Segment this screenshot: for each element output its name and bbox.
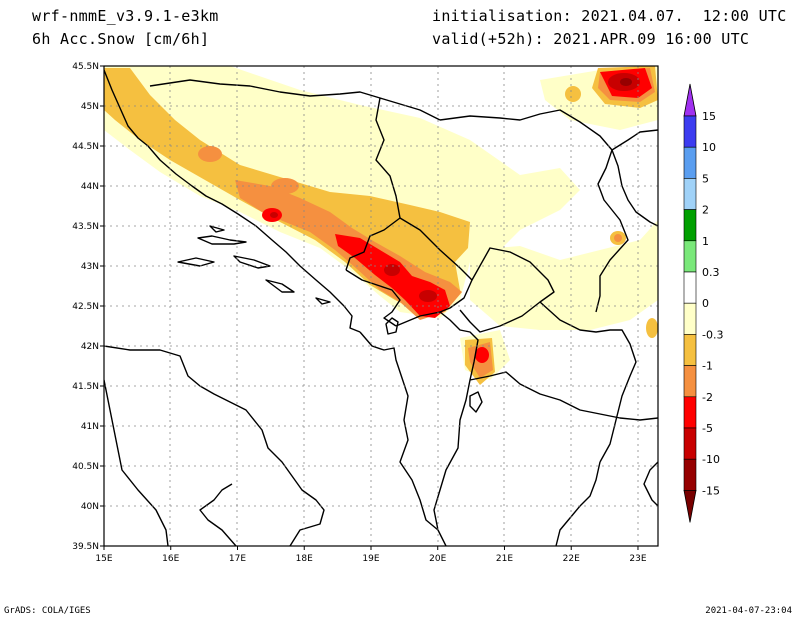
border-romania-north <box>611 129 658 151</box>
colorbar-label: 2 <box>702 204 709 217</box>
snow-spot-darkred-3 <box>419 290 437 302</box>
lon-tick-label: 16E <box>162 554 179 564</box>
snow-area-light-2 <box>470 220 658 330</box>
colorbar-segment <box>683 427 697 460</box>
lat-tick-label: 39.5N <box>72 542 99 552</box>
lat-tick-label: 41.5N <box>72 382 99 392</box>
colorbar-segment <box>683 302 697 335</box>
colorbar-label: -2 <box>702 391 713 404</box>
longitude-axis: 15E 16E 17E 18E 19E 20E 21E 22E 23E <box>95 546 647 564</box>
lat-tick-label: 40N <box>81 502 99 512</box>
snow-field <box>104 66 658 385</box>
lon-tick-label: 18E <box>296 554 313 564</box>
colorbar-label: -0.3 <box>702 328 723 341</box>
plot-timestamp: 2021-04-07-23:04 <box>705 606 792 616</box>
lake-ohrid <box>469 391 483 413</box>
lat-tick-label: 44.5N <box>72 142 99 152</box>
grads-credit: GrADS: COLA/IGES <box>4 606 91 616</box>
colorbar: 15 10 5 2 1 0.3 0 -0.3 -1 -2 -5 -10 -15 <box>683 83 723 523</box>
colorbar-label: -15 <box>702 484 720 497</box>
danube <box>611 149 658 227</box>
aegean-coast <box>643 461 658 507</box>
colorbar-arrow-top <box>683 83 697 117</box>
adriatic-coast-north <box>104 69 361 333</box>
colorbar-arrow-bottom <box>683 489 697 523</box>
colorbar-label: 15 <box>702 110 716 123</box>
island-1 <box>197 235 247 245</box>
colorbar-label: -10 <box>702 453 720 466</box>
lat-tick-label: 43N <box>81 262 99 272</box>
border-bosnia-serbia <box>345 97 401 271</box>
lat-tick-label: 42.5N <box>72 302 99 312</box>
colorbar-segment <box>683 178 697 210</box>
border-serbia-romania <box>439 109 629 313</box>
lon-tick-label: 15E <box>95 554 112 564</box>
colorbar-segment <box>683 271 697 304</box>
colorbar-segment <box>683 334 697 366</box>
lat-tick-label: 43.5N <box>72 222 99 232</box>
colorbar-segment <box>683 365 697 398</box>
colorbar-label: 0 <box>702 297 709 310</box>
snow-spot-orange-2 <box>198 146 222 162</box>
island-2 <box>177 257 215 267</box>
lon-tick-label: 21E <box>496 554 513 564</box>
lat-tick-label: 44N <box>81 182 99 192</box>
snow-spot-darkred-5 <box>620 78 632 86</box>
initialisation-time: initialisation: 2021.04.07. 12:00 UTC <box>432 7 787 25</box>
field-title: 6h Acc.Snow [cm/6h] <box>32 30 210 48</box>
lat-tick-label: 45N <box>81 102 99 112</box>
model-title: wrf-nmmE_v3.9.1-e3km <box>32 7 219 25</box>
border-croatia-bosnia <box>149 79 441 121</box>
italy-coast-3 <box>199 483 237 546</box>
adriatic-coast-south <box>359 331 447 546</box>
colorbar-segment <box>683 146 697 179</box>
island-6 <box>209 225 225 233</box>
lake-shkodra <box>385 317 399 335</box>
lon-tick-label: 19E <box>362 554 379 564</box>
italy-coast <box>104 345 325 546</box>
border-greece <box>469 371 658 421</box>
lat-tick-label: 45.5N <box>72 62 99 72</box>
lon-tick-label: 20E <box>429 554 446 564</box>
snow-spot-yellow-3 <box>646 318 658 338</box>
island-4 <box>265 279 295 293</box>
colorbar-label: -1 <box>702 360 713 373</box>
lat-tick-label: 42N <box>81 342 99 352</box>
latitude-axis: 39.5N 40N 40.5N 41N 41.5N 42N 42.5N 43N 43.5N 44N… <box>72 62 104 552</box>
border-albania <box>395 311 479 531</box>
border-kosovo <box>459 247 555 333</box>
colorbar-label: -5 <box>702 422 713 435</box>
island-3 <box>233 255 271 269</box>
snow-spot-yellow <box>565 86 581 102</box>
snow-spot-red-2 <box>475 347 489 363</box>
snow-spot-orange-3 <box>614 234 622 242</box>
valid-time: valid(+52h): 2021.APR.09 16:00 UTC <box>432 30 750 48</box>
lon-tick-label: 22E <box>563 554 580 564</box>
lon-tick-label: 17E <box>229 554 246 564</box>
border-macedonia-bulgaria <box>539 301 637 463</box>
colorbar-segment <box>683 115 697 148</box>
boundaries <box>104 69 658 546</box>
graticule <box>104 66 658 546</box>
colorbar-label: 1 <box>702 235 709 248</box>
colorbar-segment <box>683 209 697 242</box>
italy-coast-2 <box>104 379 169 546</box>
colorbar-label: 5 <box>702 172 709 185</box>
lat-tick-label: 41N <box>81 422 99 432</box>
snow-spot-darkred <box>270 212 278 218</box>
lat-tick-label: 40.5N <box>72 462 99 472</box>
lon-tick-label: 23E <box>629 554 646 564</box>
island-5 <box>315 297 331 305</box>
colorbar-segment <box>683 458 697 491</box>
colorbar-label: 10 <box>702 141 716 154</box>
border-montenegro <box>345 269 401 327</box>
colorbar-segment <box>683 240 697 273</box>
snow-spot-darkred-2 <box>384 264 400 276</box>
colorbar-label: 0.3 <box>702 266 720 279</box>
colorbar-segment <box>683 396 697 429</box>
